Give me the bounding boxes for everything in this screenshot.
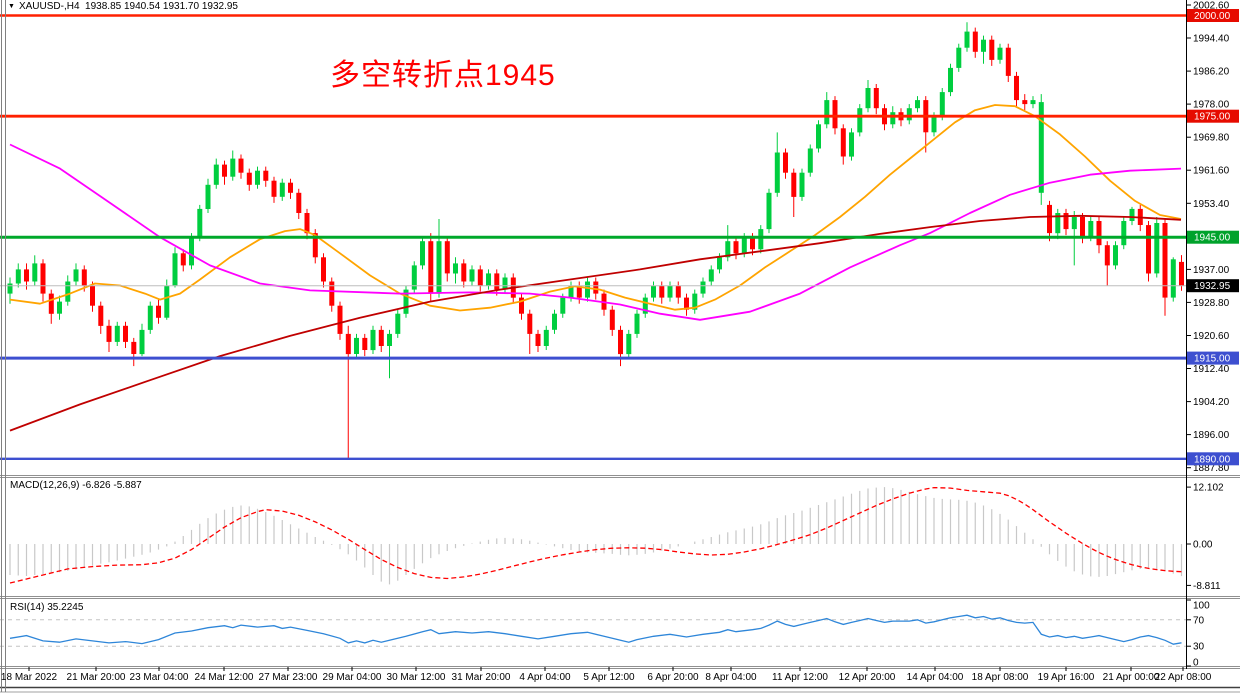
ma-fast-orange bbox=[9, 104, 1182, 312]
svg-text:1978.00: 1978.00 bbox=[1193, 100, 1230, 111]
svg-text:29 Mar 04:00: 29 Mar 04:00 bbox=[323, 672, 382, 683]
svg-text:24 Mar 12:00: 24 Mar 12:00 bbox=[195, 672, 254, 683]
svg-text:1887.80: 1887.80 bbox=[1193, 463, 1230, 474]
symbol-title-bar: ▼ XAUUSD-,H4 1938.85 1940.54 1931.70 193… bbox=[8, 1, 238, 12]
ma-slow-darkred bbox=[9, 214, 1182, 432]
svg-text:0: 0 bbox=[1193, 658, 1199, 669]
svg-text:2000.00: 2000.00 bbox=[1194, 11, 1231, 22]
price-badge: 2000.00 bbox=[1187, 9, 1239, 22]
svg-text:21 Mar 20:00: 21 Mar 20:00 bbox=[67, 672, 126, 683]
svg-text:1896.00: 1896.00 bbox=[1193, 430, 1230, 441]
ma-mid-magenta bbox=[9, 143, 1182, 321]
svg-text:18 Apr 08:00: 18 Apr 08:00 bbox=[972, 672, 1029, 683]
candles-layer bbox=[7, 22, 1184, 459]
svg-text:18 Mar 2022: 18 Mar 2022 bbox=[1, 672, 58, 683]
price-badge: 1915.00 bbox=[1187, 351, 1239, 365]
price-badge: 1932.95 bbox=[1187, 279, 1239, 293]
svg-text:22 Apr 08:00: 22 Apr 08:00 bbox=[1155, 672, 1212, 683]
price-badge: 1890.00 bbox=[1187, 452, 1239, 466]
price-badge: 1945.00 bbox=[1187, 230, 1239, 244]
svg-text:1937.00: 1937.00 bbox=[1193, 265, 1230, 276]
svg-text:1953.40: 1953.40 bbox=[1193, 199, 1230, 210]
svg-text:-8.811: -8.811 bbox=[1193, 581, 1221, 592]
svg-text:12 Apr 20:00: 12 Apr 20:00 bbox=[839, 672, 896, 683]
rsi-panel bbox=[0, 614, 1186, 647]
svg-text:1904.20: 1904.20 bbox=[1193, 397, 1230, 408]
svg-text:1945.00: 1945.00 bbox=[1194, 233, 1231, 244]
symbol-ohlc-text: XAUUSD-,H4 1938.85 1940.54 1931.70 1932.… bbox=[18, 1, 238, 12]
svg-text:11 Apr 12:00: 11 Apr 12:00 bbox=[772, 672, 828, 683]
svg-text:1932.95: 1932.95 bbox=[1194, 281, 1231, 292]
rsi-line bbox=[9, 614, 1182, 645]
svg-text:8 Apr 04:00: 8 Apr 04:00 bbox=[705, 672, 757, 683]
svg-text:14 Apr 04:00: 14 Apr 04:00 bbox=[907, 672, 964, 683]
svg-text:1928.80: 1928.80 bbox=[1193, 298, 1230, 309]
svg-text:6 Apr 20:00: 6 Apr 20:00 bbox=[647, 672, 699, 683]
svg-text:31 Mar 20:00: 31 Mar 20:00 bbox=[452, 672, 511, 683]
symbol-dropdown-icon[interactable]: ▼ bbox=[8, 2, 15, 10]
svg-text:100: 100 bbox=[1193, 601, 1210, 612]
svg-text:1986.20: 1986.20 bbox=[1193, 67, 1230, 78]
svg-text:23 Mar 04:00: 23 Mar 04:00 bbox=[130, 672, 189, 683]
macd-panel bbox=[9, 486, 1183, 585]
svg-text:2002.60: 2002.60 bbox=[1193, 1, 1230, 12]
svg-text:4 Apr 04:00: 4 Apr 04:00 bbox=[519, 672, 571, 683]
svg-text:21 Apr 00:00: 21 Apr 00:00 bbox=[1103, 672, 1160, 683]
svg-text:1994.40: 1994.40 bbox=[1193, 34, 1230, 45]
svg-text:1915.00: 1915.00 bbox=[1194, 354, 1231, 365]
price-axis: 2002.60 1994.40 1986.20 1978.00 1969.80 1961.… bbox=[1186, 0, 1239, 669]
price-badge: 1975.00 bbox=[1187, 109, 1239, 123]
svg-text:12.102: 12.102 bbox=[1193, 483, 1224, 494]
time-axis: 18 Mar 2022 21 Mar 20:00 23 Mar 04:00 24 Ma… bbox=[1, 667, 1212, 683]
svg-text:27 Mar 23:00: 27 Mar 23:00 bbox=[259, 672, 318, 683]
svg-text:1975.00: 1975.00 bbox=[1194, 112, 1231, 123]
svg-text:1890.00: 1890.00 bbox=[1194, 454, 1231, 465]
svg-text:1969.80: 1969.80 bbox=[1193, 133, 1230, 144]
svg-text:1912.40: 1912.40 bbox=[1193, 364, 1230, 375]
svg-text:70: 70 bbox=[1193, 615, 1205, 626]
svg-text:30: 30 bbox=[1193, 642, 1205, 653]
svg-text:19 Apr 16:00: 19 Apr 16:00 bbox=[1038, 672, 1095, 683]
svg-text:5 Apr 12:00: 5 Apr 12:00 bbox=[583, 672, 635, 683]
macd-signal-line bbox=[9, 486, 1182, 584]
svg-text:1961.60: 1961.60 bbox=[1193, 166, 1230, 177]
svg-text:1920.60: 1920.60 bbox=[1193, 331, 1230, 342]
svg-text:30 Mar 12:00: 30 Mar 12:00 bbox=[387, 672, 446, 683]
svg-text:0.00: 0.00 bbox=[1193, 540, 1213, 551]
